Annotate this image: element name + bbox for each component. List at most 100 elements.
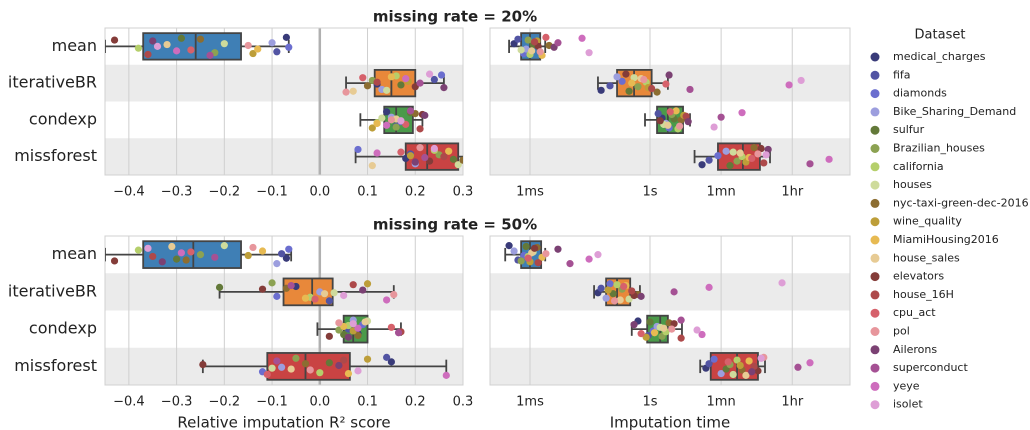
legend-marker [870, 70, 880, 80]
data-point [729, 370, 737, 379]
data-point [383, 296, 391, 304]
legend-label: california [893, 160, 944, 173]
data-point [387, 73, 395, 81]
row-band [490, 347, 850, 385]
data-point [187, 248, 195, 256]
legend-label: medical_charges [893, 50, 986, 63]
data-point [387, 323, 395, 331]
data-point [306, 366, 314, 374]
data-point [710, 355, 718, 363]
legend-label: wine_quality [893, 215, 962, 228]
data-point [349, 281, 357, 289]
x-tick-label: 0.3 [453, 185, 474, 200]
data-point [622, 70, 630, 78]
data-point [373, 78, 381, 86]
data-point [760, 159, 768, 167]
data-point [268, 364, 276, 372]
data-point [748, 154, 756, 163]
data-point [363, 280, 372, 288]
data-point [342, 88, 350, 96]
data-point [177, 249, 185, 257]
category-label: iterativeBR [8, 281, 97, 300]
legend-marker [870, 253, 880, 263]
data-point [524, 254, 532, 262]
data-point [733, 356, 741, 364]
data-point [738, 109, 746, 117]
data-point [268, 39, 276, 47]
data-point [733, 157, 741, 165]
panel-frame [104, 235, 464, 386]
data-point [620, 282, 628, 291]
data-point [273, 292, 281, 300]
data-point [282, 33, 290, 41]
data-point [196, 251, 205, 259]
data-point [349, 320, 357, 328]
data-point [664, 121, 672, 129]
data-point [421, 153, 429, 162]
data-point [578, 34, 586, 42]
data-point [354, 367, 362, 375]
data-point [383, 86, 391, 94]
data-point [344, 369, 353, 378]
data-point [666, 108, 674, 116]
data-point [625, 295, 633, 303]
x-tick-label: 1ms [516, 185, 544, 200]
x-tick-label: 1s [642, 185, 657, 200]
row-band [490, 273, 850, 311]
data-point [530, 38, 539, 46]
data-point [220, 242, 228, 250]
data-point [698, 161, 706, 169]
data-point [654, 109, 662, 118]
data-point [149, 37, 157, 45]
data-point [335, 361, 343, 370]
data-point [134, 246, 143, 254]
x-tick-label: 0.2 [405, 395, 426, 410]
data-point [806, 359, 814, 367]
x-axis-label: Relative imputation R² score [177, 414, 390, 430]
x-tick-label: 1hr [781, 395, 804, 410]
x-tick-label: 0.1 [357, 185, 378, 200]
data-point [650, 329, 659, 337]
panel-frame [489, 235, 851, 386]
x-tick-label: −0.3 [161, 185, 193, 200]
data-point [585, 49, 593, 57]
data-point [153, 42, 162, 50]
data-point [368, 124, 376, 132]
data-point [392, 123, 400, 131]
data-point [754, 150, 762, 158]
data-point [717, 369, 725, 378]
x-tick-label: −0.3 [161, 395, 193, 410]
data-point [311, 295, 319, 303]
legend-label: sulfur [893, 123, 925, 136]
data-point [628, 287, 636, 295]
data-point [662, 80, 670, 88]
data-point [211, 253, 219, 261]
data-point [764, 145, 772, 154]
data-point [762, 151, 770, 159]
legend-marker [870, 125, 880, 135]
data-point [390, 290, 398, 299]
data-point [745, 357, 753, 365]
data-point [672, 107, 680, 115]
legend-marker [870, 217, 880, 227]
data-point [736, 149, 744, 157]
data-point [282, 254, 290, 262]
legend-label: nyc-taxi-green-dec-2016 [893, 196, 1029, 209]
legend-marker [870, 180, 880, 190]
data-point [757, 144, 765, 153]
data-point [394, 329, 403, 337]
data-point [604, 286, 612, 294]
data-point [397, 81, 405, 89]
data-point [722, 147, 730, 155]
data-point [361, 318, 369, 326]
x-tick-label: 0.0 [309, 185, 330, 200]
data-point [517, 257, 525, 265]
data-point [287, 365, 295, 373]
data-point [383, 121, 391, 129]
data-point [273, 357, 281, 365]
legend-marker [870, 290, 880, 300]
x-tick-label: 1ms [516, 395, 544, 410]
legend-label: isolet [893, 398, 923, 411]
data-point [542, 33, 550, 41]
x-tick-label: 0.3 [453, 395, 474, 410]
